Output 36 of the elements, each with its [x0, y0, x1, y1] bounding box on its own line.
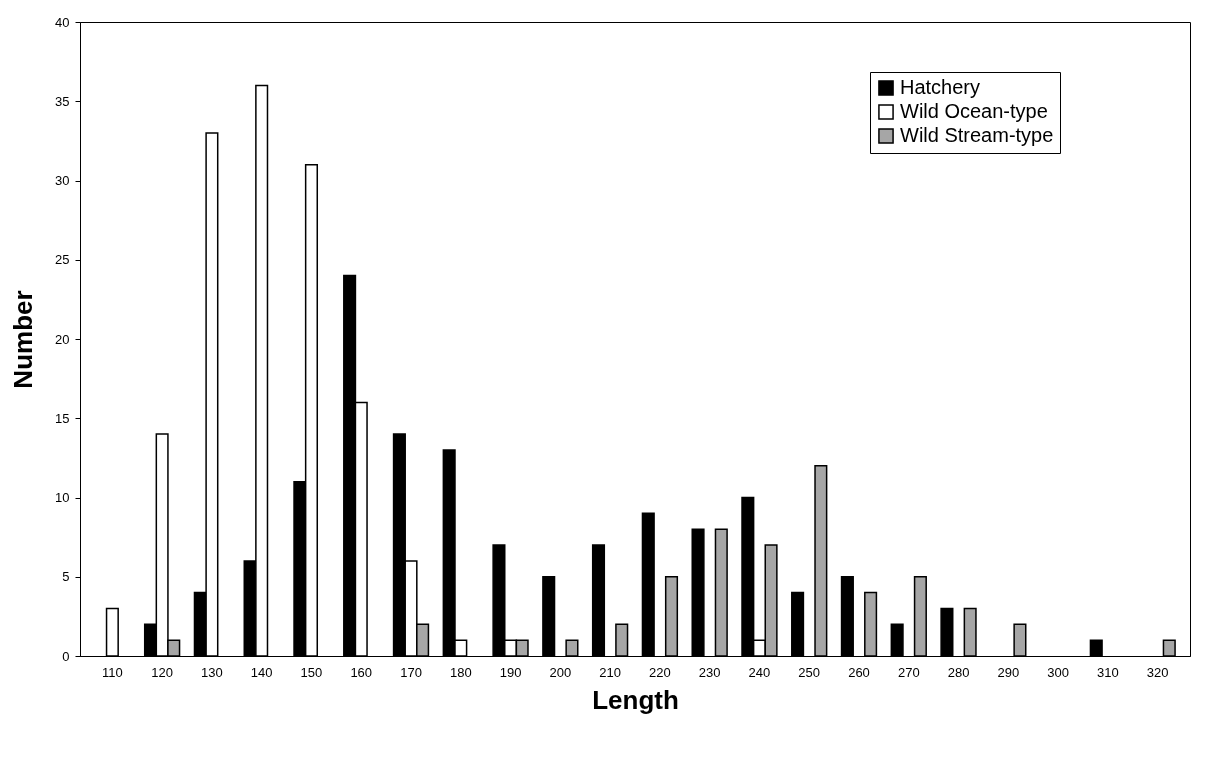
x-axis-title: Length: [592, 684, 679, 715]
x-tick-label: 280: [947, 664, 970, 680]
y-tick-label: 20: [55, 331, 70, 347]
x-tick-label: 270: [897, 664, 920, 680]
y-tick-label: 25: [55, 252, 70, 268]
x-tick-label: 200: [549, 664, 572, 680]
legend-label: Hatchery: [900, 76, 981, 98]
x-tick-label: 230: [698, 664, 721, 680]
x-tick-label: 320: [1146, 664, 1169, 680]
x-tick-label: 160: [350, 664, 373, 680]
x-tick-label: 180: [449, 664, 472, 680]
x-tick-label: 250: [798, 664, 821, 680]
y-tick-label: 40: [55, 14, 70, 30]
x-tick-label: 170: [400, 664, 422, 680]
x-tick-label: 190: [499, 664, 522, 680]
x-tick-label: 210: [599, 664, 621, 680]
y-tick-label: 0: [62, 648, 70, 664]
y-tick-label: 30: [55, 173, 70, 188]
x-tick-label: 120: [151, 664, 173, 680]
x-tick-label: 240: [748, 664, 771, 680]
x-tick-label: 220: [649, 664, 671, 680]
x-tick-label: 290: [997, 664, 1020, 680]
x-tick-label: 310: [1097, 664, 1119, 680]
y-tick-label: 5: [62, 569, 70, 585]
x-tick-label: 260: [848, 664, 870, 680]
legend-label: Wild Ocean-type: [900, 100, 1048, 122]
x-tick-label: 110: [101, 664, 123, 680]
x-tick-label: 300: [1047, 664, 1069, 680]
legend-label: Wild Stream-type: [900, 124, 1054, 146]
x-tick-label: 140: [250, 664, 273, 680]
x-tick-label: 130: [201, 664, 223, 680]
y-tick-label: 35: [55, 93, 70, 109]
y-tick-label: 15: [55, 410, 70, 426]
x-tick-label: 150: [300, 664, 323, 680]
y-tick-label: 10: [55, 490, 70, 505]
y-axis-title: Number: [8, 290, 39, 389]
